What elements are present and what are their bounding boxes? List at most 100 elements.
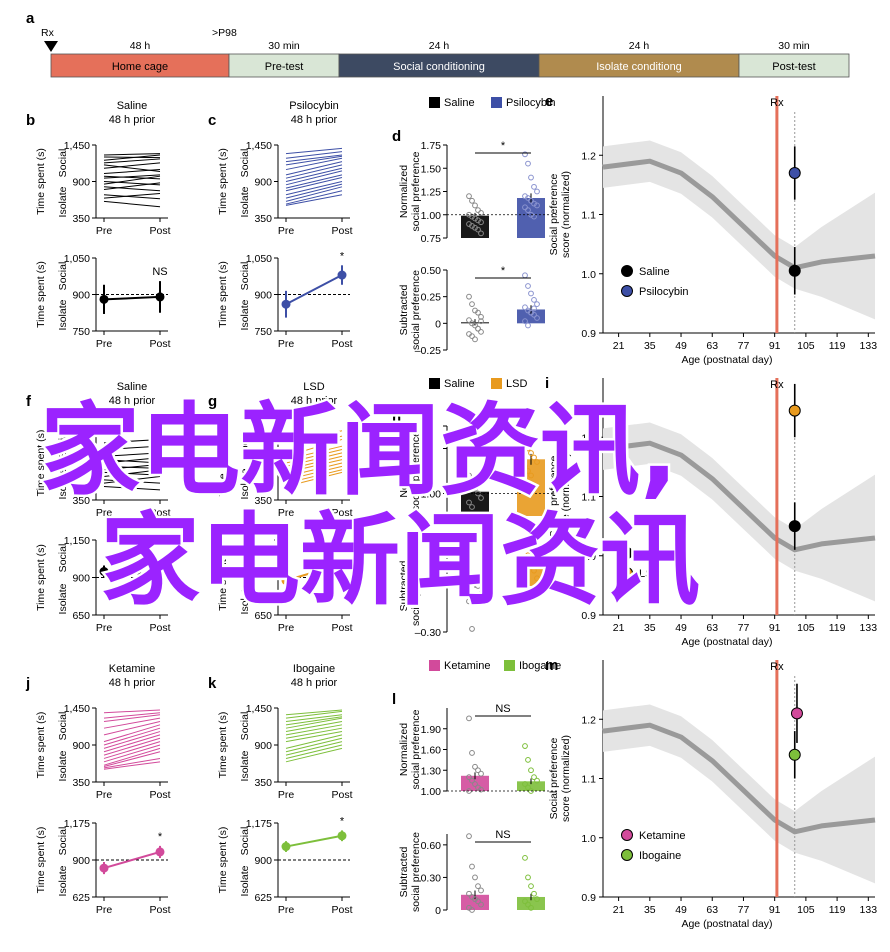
panel-subtitle: 48 h prior	[291, 114, 338, 126]
subject-line	[103, 186, 161, 192]
y-axis-label: score (normalized)	[560, 453, 572, 540]
data-point	[466, 833, 472, 840]
y-tick-label: 350	[72, 495, 90, 507]
data-point	[534, 459, 540, 465]
subject-line	[103, 194, 161, 200]
data-point	[478, 318, 484, 325]
mean-marker	[281, 299, 291, 309]
legend-marker	[621, 849, 633, 861]
x-tick-label: Pre	[278, 507, 295, 519]
data-point	[788, 167, 801, 180]
data-point	[466, 567, 472, 574]
mean-marker	[99, 294, 109, 304]
y-tick-label: 350	[72, 213, 90, 225]
data-point	[522, 151, 528, 158]
data-point	[472, 874, 478, 881]
y-tick-label: 350	[72, 777, 90, 789]
subject-line	[103, 459, 161, 464]
mean-line	[103, 570, 161, 576]
data-point	[466, 293, 472, 300]
bar	[517, 459, 545, 516]
legend-swatch	[429, 660, 440, 671]
panel-label-h: h	[392, 409, 401, 426]
x-tick-label: Pre	[96, 507, 113, 519]
y-axis-label: Time spent (s)	[35, 148, 47, 215]
stage-name: Pre-test	[265, 61, 304, 73]
panel-subtitle: 48 h prior	[109, 114, 156, 126]
subject-line	[103, 744, 161, 763]
subject-line	[285, 462, 343, 477]
subject-line	[103, 731, 161, 749]
y-tick-label: 1.1	[581, 210, 596, 222]
y-tick-label: 900	[72, 290, 90, 302]
stage-duration: 24 h	[429, 40, 450, 52]
y-tick-label: 1,175	[64, 818, 90, 830]
y-tick-label: 0.75	[421, 233, 442, 245]
x-tick-label: Pre	[278, 904, 295, 916]
x-tick-label: Pre	[278, 225, 295, 237]
subject-line	[285, 709, 343, 716]
y-tick-label: 900	[254, 855, 272, 867]
data-point	[469, 481, 475, 488]
data-point	[525, 552, 531, 559]
subject-line	[103, 158, 161, 164]
data-point	[528, 904, 534, 911]
stage-duration: 30 min	[268, 40, 300, 52]
y-axis-label: Social preference	[548, 455, 560, 537]
x-tick-label: Post	[149, 622, 170, 634]
data-point	[531, 774, 537, 781]
stage-name: Isolate conditiong	[596, 61, 682, 73]
mean-marker	[281, 576, 291, 585]
subject-line	[285, 469, 343, 484]
bar	[461, 894, 489, 910]
stage-box	[738, 53, 850, 78]
subject-line	[103, 747, 161, 766]
fit-curve	[602, 722, 876, 835]
subject-line	[103, 200, 161, 208]
subject-line	[285, 194, 343, 206]
mean-marker	[155, 292, 165, 302]
y-tick-label: 1.00	[421, 786, 442, 798]
data-point	[788, 264, 801, 277]
y-tick-label: 1.75	[421, 140, 442, 152]
mean-line	[103, 295, 161, 301]
legend-label: LSD	[639, 568, 660, 580]
data-point	[469, 504, 475, 510]
panel-title: LSD	[303, 381, 324, 393]
data-point	[522, 436, 528, 443]
rx-arrow-icon	[44, 41, 58, 52]
data-point	[525, 756, 531, 763]
y-axis-label: social preference	[410, 431, 422, 511]
subject-line	[285, 714, 343, 722]
subject-line	[285, 716, 343, 726]
subject-line	[103, 479, 161, 484]
y-axis-isolate: Isolate	[57, 865, 69, 896]
subject-line	[285, 154, 343, 163]
subject-line	[103, 471, 161, 476]
data-point	[478, 219, 484, 226]
data-point	[475, 207, 481, 214]
subject-line	[103, 469, 161, 477]
mean-line	[103, 850, 161, 870]
data-point	[534, 575, 540, 582]
x-tick-label: 105	[797, 622, 815, 634]
data-point	[528, 472, 534, 479]
subject-line	[103, 175, 161, 185]
mean-marker	[337, 270, 347, 280]
data-point	[478, 314, 484, 320]
stage-name: Home cage	[112, 61, 168, 73]
data-point	[525, 207, 531, 214]
data-point	[534, 301, 540, 308]
subject-line	[103, 463, 161, 471]
data-point	[469, 777, 475, 784]
data-point	[469, 197, 475, 204]
data-point	[472, 336, 478, 343]
subject-line	[285, 186, 343, 202]
x-tick-label: 133	[860, 904, 878, 916]
y-tick-label: 1.1	[581, 492, 596, 504]
subject-line	[285, 455, 343, 471]
data-point	[469, 575, 475, 582]
data-point	[478, 209, 484, 216]
subject-line	[103, 714, 161, 722]
subject-line	[285, 459, 343, 473]
